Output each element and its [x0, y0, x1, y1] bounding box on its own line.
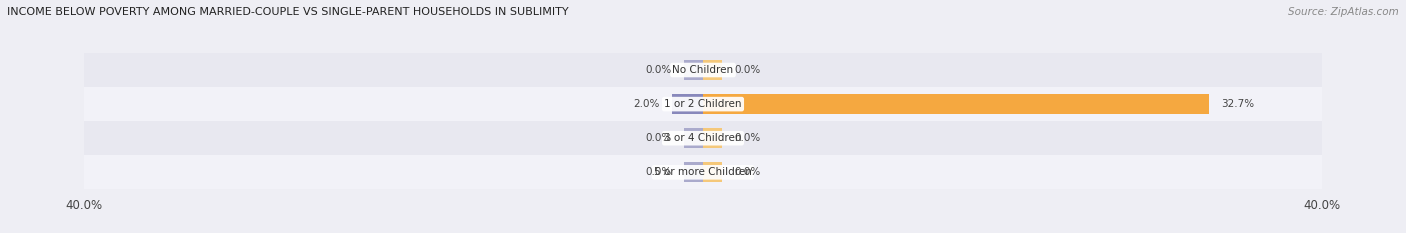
Text: 5 or more Children: 5 or more Children — [654, 167, 752, 177]
Text: 3 or 4 Children: 3 or 4 Children — [664, 133, 742, 143]
Bar — [703, 60, 721, 80]
Text: 0.0%: 0.0% — [645, 65, 672, 75]
Bar — [84, 87, 1322, 121]
Bar — [703, 94, 1209, 114]
Bar — [84, 155, 1322, 189]
Bar — [703, 128, 721, 148]
Bar — [703, 162, 721, 182]
Text: 0.0%: 0.0% — [734, 167, 761, 177]
Text: No Children: No Children — [672, 65, 734, 75]
Bar — [685, 60, 703, 80]
Text: 0.0%: 0.0% — [734, 65, 761, 75]
Text: 0.0%: 0.0% — [645, 133, 672, 143]
Bar — [84, 53, 1322, 87]
Bar — [672, 94, 703, 114]
Text: 1 or 2 Children: 1 or 2 Children — [664, 99, 742, 109]
Text: Source: ZipAtlas.com: Source: ZipAtlas.com — [1288, 7, 1399, 17]
Text: 32.7%: 32.7% — [1220, 99, 1254, 109]
Text: 2.0%: 2.0% — [633, 99, 659, 109]
Bar — [685, 128, 703, 148]
Text: INCOME BELOW POVERTY AMONG MARRIED-COUPLE VS SINGLE-PARENT HOUSEHOLDS IN SUBLIMI: INCOME BELOW POVERTY AMONG MARRIED-COUPL… — [7, 7, 568, 17]
Bar — [84, 121, 1322, 155]
Bar — [685, 162, 703, 182]
Text: 0.0%: 0.0% — [645, 167, 672, 177]
Text: 0.0%: 0.0% — [734, 133, 761, 143]
